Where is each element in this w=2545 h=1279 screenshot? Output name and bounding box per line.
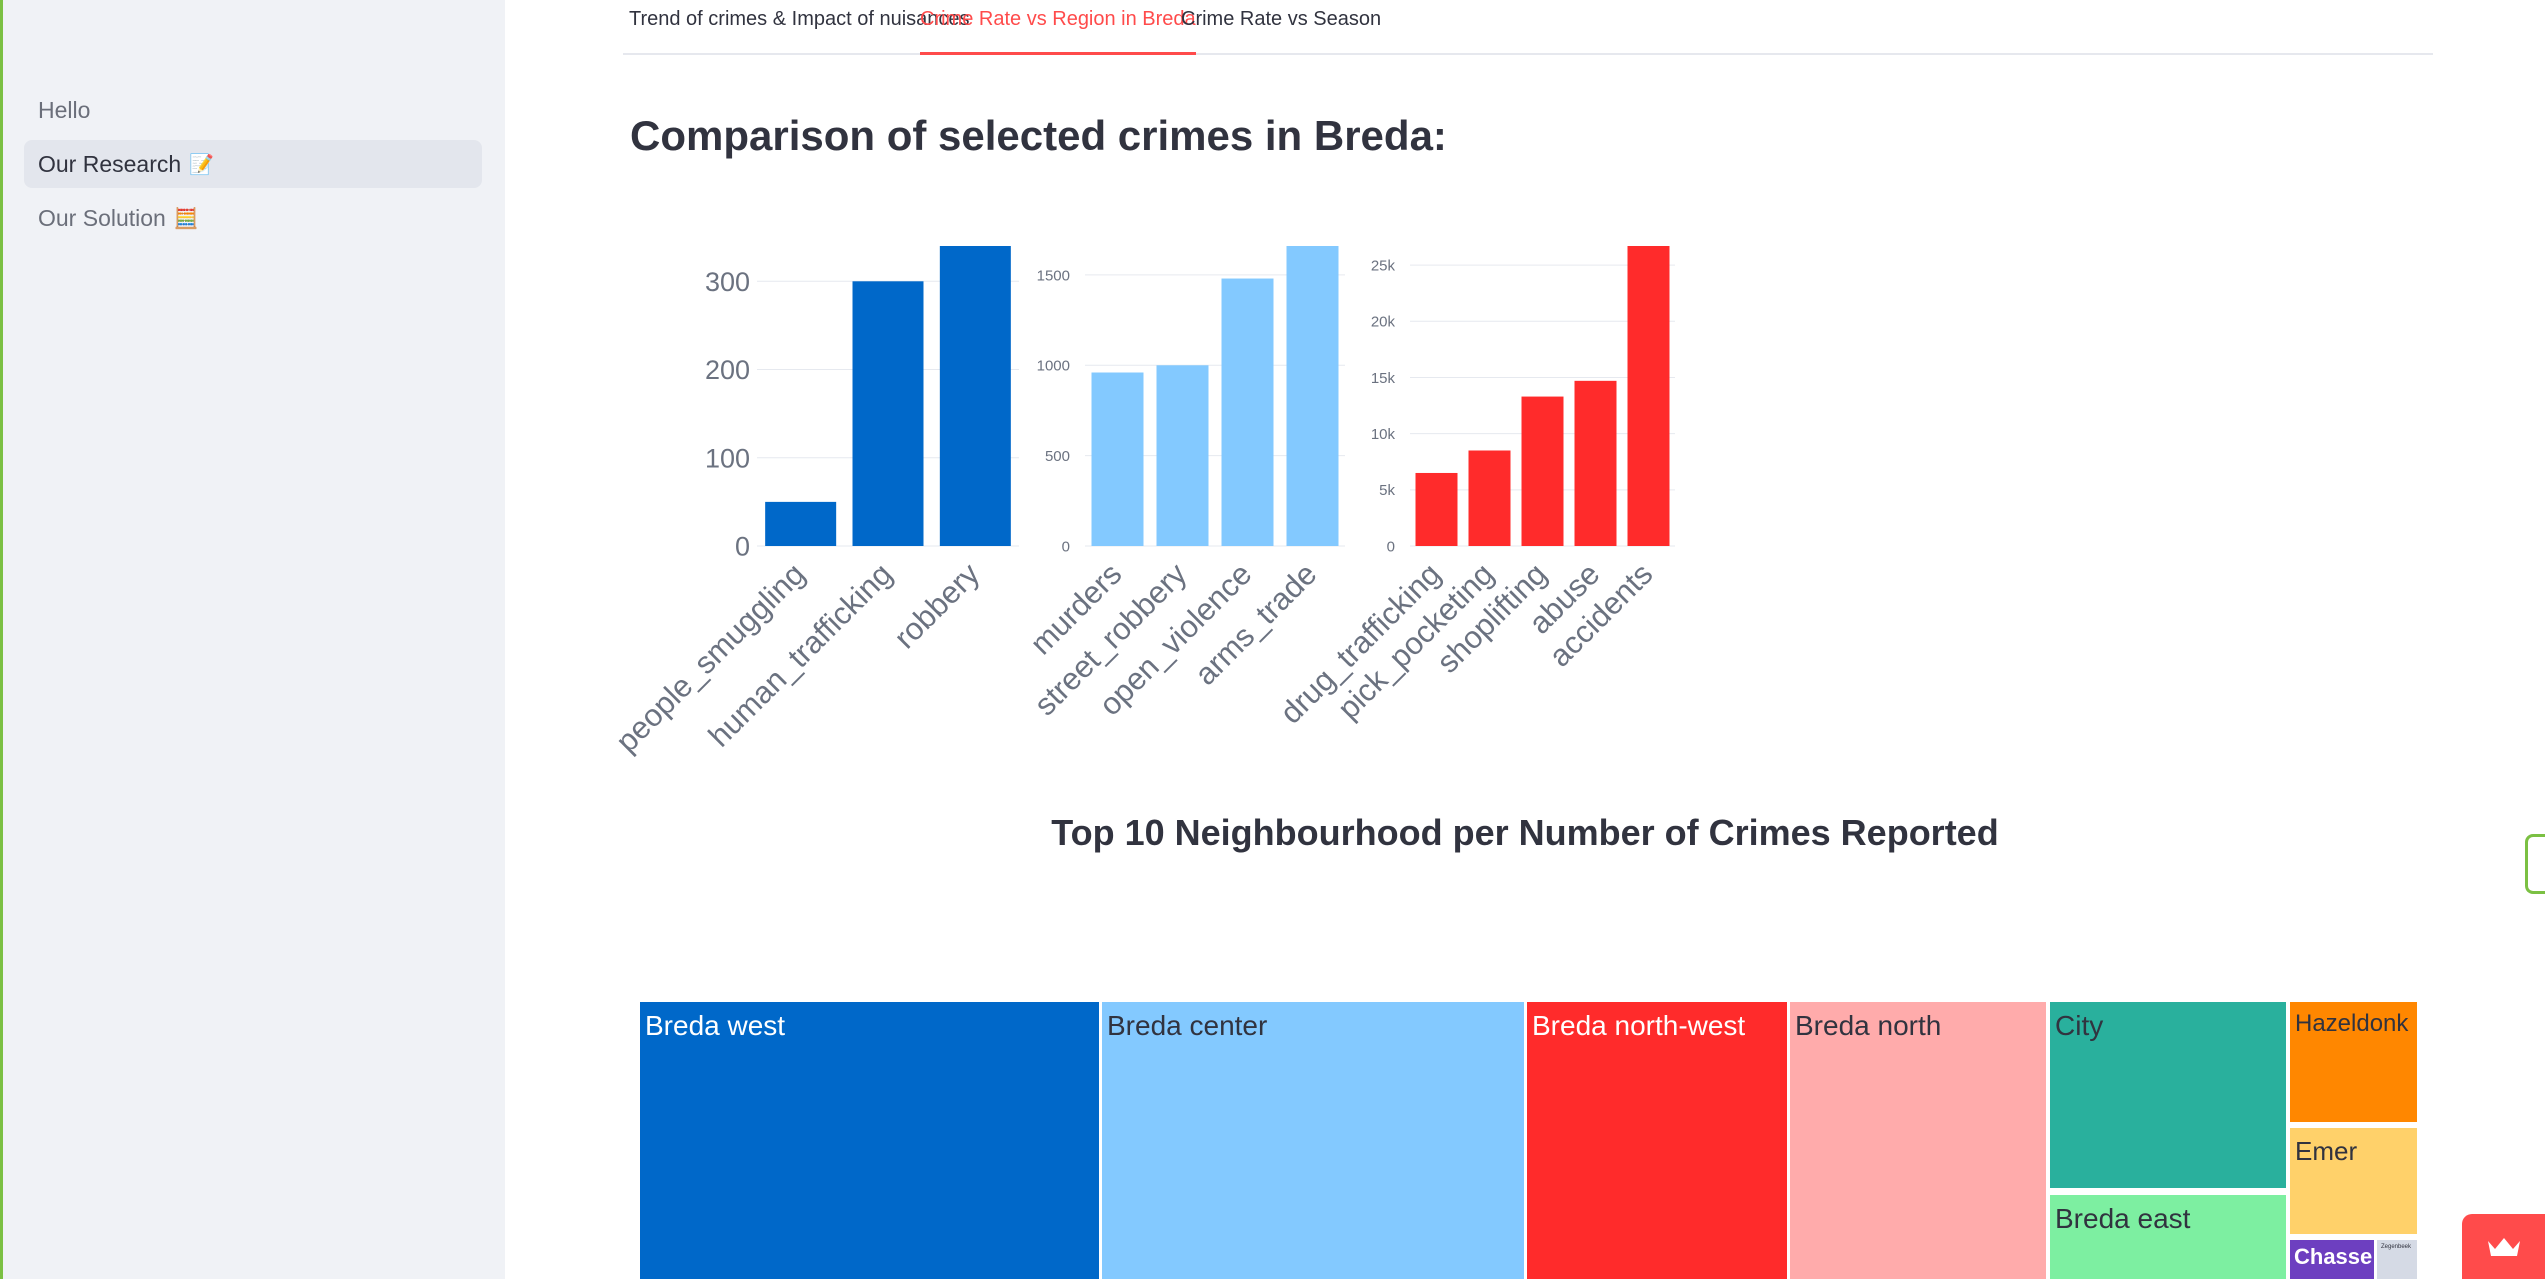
treemap-tile-label: Breda center [1107,1010,1268,1041]
abacus-icon: 🧮 [173,207,199,230]
treemap-tile-city[interactable]: City [2050,1002,2286,1188]
y-tick-label: 5k [1379,482,1395,499]
y-tick-label: 500 [1045,448,1070,465]
treemap-tile-breda-center[interactable]: Breda center [1102,1002,1524,1279]
treemap-tile-label: Breda north [1795,1010,1942,1041]
bar-human_trafficking[interactable] [852,281,924,546]
bar-arms_trade[interactable] [1286,246,1339,546]
treemap-tile-label: Breda north-west [1532,1010,1746,1041]
bar-murders[interactable] [1091,372,1144,546]
sidebar-item-our-research[interactable]: Our Research 📝 [24,140,482,188]
y-tick-label: 200 [705,355,750,385]
side-widget[interactable] [2525,834,2545,894]
tab-bar: Trend of crimes & Impact of nuisances Cr… [623,0,2433,55]
bar-drug_trafficking[interactable] [1415,472,1458,546]
treemap-tile-label: Emer [2295,1136,2358,1166]
bar-chart-1: 0100200300people_smugglinghuman_traffick… [609,246,1019,759]
y-tick-label: 25k [1371,258,1396,275]
crown-icon [2487,1237,2520,1256]
treemap-tile-label: Breda west [645,1010,786,1041]
treemap-tile-label: Breda east [2055,1203,2191,1234]
main-content: Trend of crimes & Impact of nuisances Cr… [505,0,2545,1279]
y-tick-label: 0 [735,532,750,562]
treemap-title: Top 10 Neighbourhood per Number of Crime… [1051,812,1999,853]
sidebar-item-label: Our Research [38,150,182,177]
sidebar-item-label: Hello [38,96,91,123]
treemap-tile-label: Zegenbeek [2381,1244,2412,1250]
memo-icon: 📝 [189,153,215,176]
bar-abuse[interactable] [1574,380,1617,546]
treemap-tile-breda-west[interactable]: Breda west [640,1002,1099,1279]
sidebar-item-hello[interactable]: Hello [24,86,482,134]
treemap-tile-chasse[interactable]: Chasse [2290,1240,2374,1279]
treemap-tile-breda-east[interactable]: Breda east [2050,1195,2286,1279]
sidebar-item-label: Our Solution [38,204,166,231]
y-tick-label: 15k [1371,370,1396,387]
tab-crime-rate-vs-region[interactable]: Crime Rate vs Region in Breda [920,8,1196,55]
y-tick-label: 1000 [1037,358,1070,375]
treemap-tile-hazeldonk[interactable]: Hazeldonk [2290,1002,2417,1122]
treemap-tile-label: City [2055,1010,2104,1041]
tab-crime-rate-vs-season[interactable]: Crime Rate vs Season [1181,8,1382,30]
x-tick-label: robbery [887,556,986,655]
bar-robbery[interactable] [939,246,1011,546]
sidebar-item-our-solution[interactable]: Our Solution 🧮 [24,194,482,242]
bar-pick_pocketing[interactable] [1468,450,1511,546]
bar-accidents[interactable] [1627,246,1670,546]
treemap-tile-emer[interactable]: Emer [2290,1128,2417,1234]
bar-people_smuggling[interactable] [765,501,837,546]
bar-chart-2: 050010001500murdersstreet_robberyopen_vi… [1023,246,1345,722]
treemap-tile-breda-north[interactable]: Breda north [1790,1002,2046,1279]
y-tick-label: 100 [705,443,750,473]
streamlit-fab[interactable] [2462,1214,2545,1279]
treemap-tile-breda-north-west[interactable]: Breda north-west [1527,1002,1787,1279]
y-tick-label: 300 [705,267,750,297]
page-title: Comparison of selected crimes in Breda: [630,112,1447,159]
y-tick-label: 1500 [1037,267,1070,284]
bar-street_robbery[interactable] [1156,365,1209,546]
bar-open_violence[interactable] [1221,278,1274,546]
treemap-tile-zegenbeek[interactable]: Zegenbeek [2377,1240,2417,1279]
y-tick-label: 0 [1387,538,1395,555]
y-tick-label: 10k [1371,426,1396,443]
bar-shoplifting[interactable] [1521,396,1564,546]
bar-charts-svg: 0100200300people_smugglinghuman_traffick… [609,246,1675,759]
app-border [0,0,3,1279]
y-tick-label: 20k [1371,314,1396,331]
treemap-tile-label: Hazeldonk [2295,1010,2409,1037]
tab-trend-of-crimes[interactable]: Trend of crimes & Impact of nuisances [629,8,970,30]
sidebar: Hello Our Research 📝 Our Solution 🧮 [3,0,505,1279]
y-tick-label: 0 [1062,538,1070,555]
treemap-tile-label: Chasse [2294,1244,2373,1269]
